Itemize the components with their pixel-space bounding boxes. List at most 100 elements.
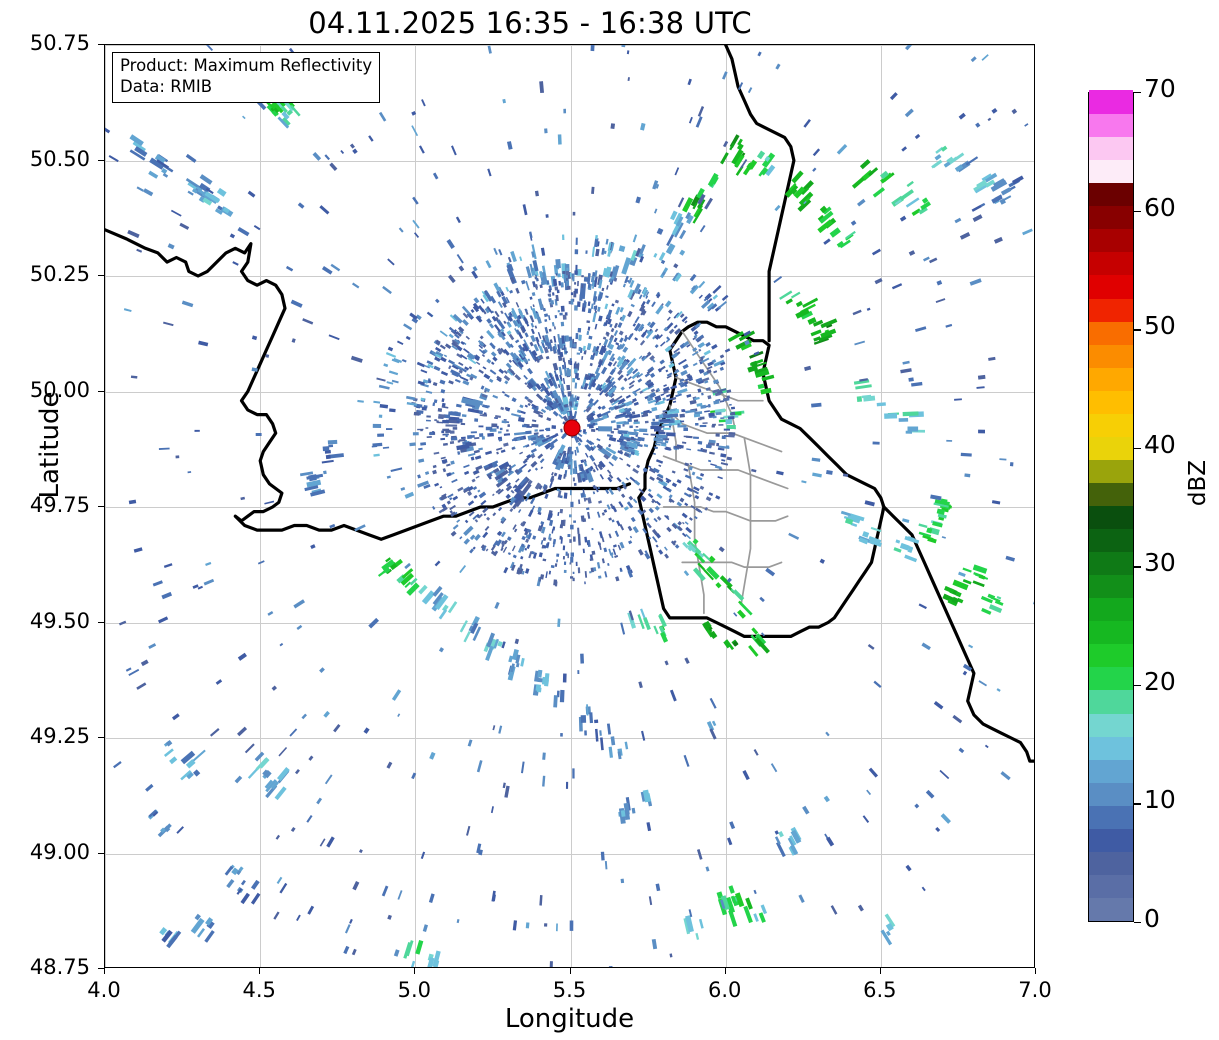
echo-cell (630, 249, 638, 261)
echo-cell (914, 803, 920, 809)
echo-cell (719, 575, 733, 589)
echo-cell (733, 612, 738, 617)
echo-cell (306, 814, 313, 823)
echo-cell (708, 412, 715, 417)
echo-cell (458, 265, 465, 272)
echo-cell (696, 849, 703, 860)
echo-cell (508, 464, 512, 468)
echo-cell (558, 366, 563, 376)
echo-cell (646, 368, 654, 375)
echo-cell (158, 447, 170, 450)
echo-cell (695, 932, 700, 940)
echo-cell (447, 601, 458, 614)
echo-cell (170, 209, 182, 217)
echo-cell (549, 390, 553, 395)
echo-cell (511, 413, 522, 418)
echo-cell (620, 622, 626, 635)
echo-cell (197, 585, 203, 590)
echo-cell (378, 414, 383, 418)
echo-cell (693, 486, 700, 492)
echo-cell (585, 439, 593, 446)
echo-cell (509, 464, 517, 470)
echo-cell (454, 378, 461, 383)
echo-cell (625, 394, 631, 399)
echo-cell (570, 501, 574, 508)
echo-cell (712, 388, 720, 394)
echo-cell (935, 298, 946, 303)
echo-cell (562, 450, 567, 455)
echo-cell (594, 728, 599, 742)
echo-cell (658, 613, 666, 624)
echo-cell (736, 143, 744, 151)
colorbar[interactable] (1088, 90, 1134, 922)
echo-cell (446, 463, 451, 467)
echo-cell (265, 354, 270, 358)
echo-cell (553, 695, 558, 708)
echo-cell (520, 543, 525, 548)
echo-cell (590, 275, 595, 283)
echo-cell (724, 348, 731, 353)
echo-cell (431, 351, 437, 356)
echo-cell (511, 502, 519, 510)
echo-cell (778, 831, 784, 838)
echo-cell (445, 433, 448, 437)
echo-cell (488, 462, 493, 468)
echo-cell (510, 489, 515, 494)
echo-cell (608, 461, 614, 467)
y-tick-label: 49.50 (29, 608, 90, 633)
echo-cell (506, 482, 512, 488)
echo-cell (433, 352, 442, 359)
echo-cell (608, 533, 612, 539)
echo-cell (477, 513, 483, 519)
echo-cell (898, 417, 909, 422)
echo-cell (682, 363, 689, 370)
echo-cell (653, 252, 658, 258)
echo-cell (681, 512, 688, 519)
echo-cell (726, 389, 732, 394)
echo-cell (984, 172, 998, 183)
echo-cell (620, 386, 625, 391)
echo-cell (554, 397, 560, 404)
colorbar-segment (1089, 666, 1133, 691)
echo-cell (693, 413, 701, 418)
echo-cell (544, 923, 548, 927)
echo-cell (604, 303, 609, 310)
echo-cell (633, 401, 639, 406)
echo-cell (900, 368, 912, 374)
echo-cell (611, 399, 621, 406)
echo-cell (655, 441, 667, 445)
echo-cell (531, 251, 535, 258)
echo-cell (969, 278, 982, 286)
echo-cell (535, 357, 540, 363)
echo-cell (707, 555, 716, 564)
echo-cell (720, 899, 726, 910)
colorbar-segment (1089, 551, 1133, 576)
echo-cell (209, 728, 220, 737)
colorbar-segment (1089, 274, 1133, 299)
echo-cell (598, 463, 603, 468)
echo-cell (655, 883, 661, 892)
echo-cell (684, 657, 690, 664)
echo-cell (405, 335, 411, 341)
echo-cell (609, 323, 613, 328)
echo-cell (654, 328, 659, 333)
echo-cell (128, 668, 140, 677)
echo-cell (470, 309, 475, 313)
echo-cell (713, 400, 720, 405)
echo-cell (618, 360, 629, 371)
echo-cell (417, 380, 425, 386)
echo-cell (522, 342, 530, 352)
echo-cell (483, 290, 493, 302)
echo-cell (486, 516, 491, 521)
echo-cell (555, 432, 559, 437)
map-plot-area[interactable] (104, 44, 1035, 968)
echo-cell (753, 351, 760, 356)
echo-cell (880, 929, 893, 946)
echo-cell (584, 571, 588, 578)
echo-cell (386, 381, 394, 385)
echo-cell (623, 452, 630, 457)
echo-cell (429, 751, 436, 760)
echo-cell (829, 227, 841, 238)
echo-cell (428, 893, 435, 903)
echo-cell (632, 390, 636, 395)
